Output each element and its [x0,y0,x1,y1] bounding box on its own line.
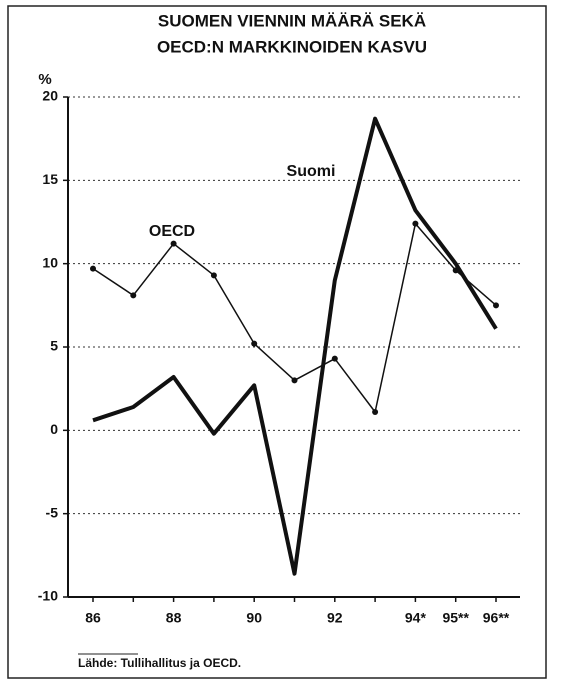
point [291,377,298,384]
chart-title: OECD:N MARKKINOIDEN KASVU [157,37,427,56]
point [130,292,137,299]
chart-title: SUOMEN VIENNIN MÄÄRÄ SEKÄ [158,11,426,30]
y-tick-label: 5 [50,338,58,354]
x-tick-label: 96** [483,610,510,626]
frame [7,5,547,679]
point [251,340,258,347]
point [331,355,338,362]
series-label: Suomi [287,163,336,180]
x-tick-label: 86 [85,610,101,626]
y-tick-label: 0 [50,421,58,437]
series-label: OECD [149,223,195,240]
y-axis-label: % [38,71,51,88]
x-tick-label: 95** [442,610,469,626]
y-tick-label: 15 [42,171,58,187]
source: Lähde: Tullihallitus ja OECD. [78,656,241,670]
x-tick-label: 92 [327,610,343,626]
x-tick-label: 94* [405,610,427,626]
series-line [92,116,498,576]
y-tick-label: 10 [42,254,58,270]
point [90,265,96,272]
point [372,409,379,415]
y-tick-label: -10 [38,588,58,604]
point [170,240,177,247]
y-tick-label: 20 [42,88,58,104]
series-line [92,222,497,413]
point [210,272,217,279]
x-tick-label: 90 [246,610,262,626]
y-tick-label: -5 [46,504,59,520]
x-tick-label: 88 [166,610,182,626]
point [493,302,499,309]
point [412,220,419,227]
